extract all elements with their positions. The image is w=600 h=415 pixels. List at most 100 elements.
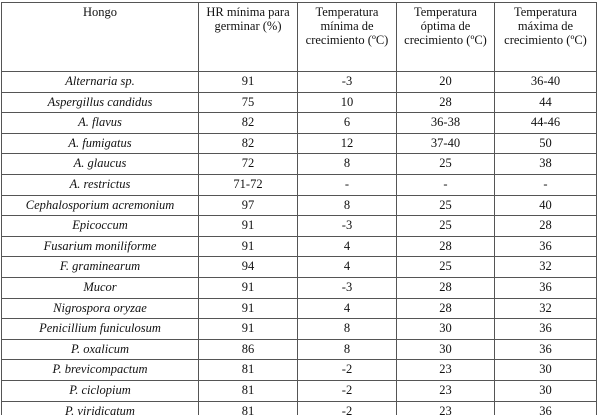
- cell-min-temp: 4: [297, 297, 397, 320]
- cell-min-rh: 91: [198, 235, 298, 258]
- header-min-rh: HR mínima para germinar (%): [198, 2, 298, 72]
- header-fungus: Hongo: [1, 2, 199, 72]
- cell-fungus: A. restrictus: [1, 173, 199, 196]
- cell-min-temp: 8: [297, 153, 397, 175]
- cell-max-temp: 36: [494, 338, 597, 361]
- table-row: A. restrictus 71-72- - -: [1, 173, 597, 196]
- cell-opt-temp: 28: [396, 91, 495, 114]
- cell-fungus: Cephalosporium acremonium: [1, 194, 199, 217]
- cell-opt-temp: 23: [396, 400, 495, 415]
- cell-max-temp: 32: [494, 256, 597, 278]
- cell-max-temp: 30: [494, 359, 597, 381]
- cell-fungus: Aspergillus candidus: [1, 91, 199, 114]
- cell-opt-temp: 23: [396, 379, 495, 402]
- cell-opt-temp: 36-38: [396, 112, 495, 134]
- cell-max-temp: 36: [494, 400, 597, 415]
- cell-opt-temp: 30: [396, 318, 495, 340]
- table-body: Alternaria sp. 91 -3 20 36-40 Aspergillus can…: [1, 71, 597, 415]
- cell-max-temp: -: [494, 173, 597, 196]
- cell-min-rh: 82: [198, 132, 298, 155]
- cell-min-rh: 91: [198, 318, 298, 340]
- cell-opt-temp: 37-40: [396, 132, 495, 155]
- table-row: Fusarium moniliforme 91 4 28 36: [1, 235, 597, 258]
- cell-min-rh: 81: [198, 359, 298, 381]
- cell-fungus: Fusarium moniliforme: [1, 235, 199, 258]
- cell-min-temp: 4: [297, 235, 397, 258]
- cell-min-temp: -3: [297, 276, 397, 299]
- cell-max-temp: 36: [494, 276, 597, 299]
- cell-max-temp: 36-40: [494, 71, 597, 93]
- cell-min-temp: -2: [297, 379, 397, 402]
- cell-opt-temp: 28: [396, 297, 495, 320]
- cell-min-temp: 10: [297, 91, 397, 114]
- cell-fungus: A. flavus: [1, 112, 199, 134]
- cell-opt-temp: 23: [396, 359, 495, 381]
- cell-opt-temp: 25: [396, 194, 495, 217]
- cell-max-temp: 36: [494, 318, 597, 340]
- table-row: P. brevicompactum 81 -2 23 30: [1, 359, 597, 381]
- table-row: P. ciclopium 81 -2 23 30: [1, 379, 597, 402]
- cell-fungus: A. glaucus: [1, 153, 199, 175]
- header-max-temp: Temperatura máxima de crecimiento (ºC): [494, 2, 597, 72]
- cell-max-temp: 38: [494, 153, 597, 175]
- cell-max-temp: 36: [494, 235, 597, 258]
- cell-min-temp: 4: [297, 256, 397, 278]
- cell-max-temp: 30: [494, 379, 597, 402]
- cell-min-rh: 91: [198, 276, 298, 299]
- cell-opt-temp: 25: [396, 215, 495, 237]
- cell-min-rh: 82: [198, 112, 298, 134]
- cell-opt-temp: 20: [396, 71, 495, 93]
- table-row: P. oxalicum 86 8 30 36: [1, 338, 597, 361]
- table-row: Alternaria sp. 91 -3 20 36-40: [1, 71, 597, 93]
- table-row: A. fumigatus 82 12 37-40 50: [1, 132, 597, 155]
- cell-opt-temp: -: [396, 173, 495, 196]
- table-row: F. graminearum 94 4 25 32: [1, 256, 597, 278]
- cell-fungus: Alternaria sp.: [1, 71, 199, 93]
- cell-max-temp: 50: [494, 132, 597, 155]
- cell-min-temp: -3: [297, 71, 397, 93]
- cell-max-temp: 40: [494, 194, 597, 217]
- cell-min-rh: 97: [198, 194, 298, 217]
- cell-opt-temp: 25: [396, 153, 495, 175]
- table-row: Aspergillus candidus 75 10 28 44: [1, 91, 597, 114]
- cell-min-rh: 72: [198, 153, 298, 175]
- cell-opt-temp: 25: [396, 256, 495, 278]
- cell-max-temp: 32: [494, 297, 597, 320]
- cell-min-rh: 81: [198, 400, 298, 415]
- cell-min-temp: 8: [297, 338, 397, 361]
- table-row: A. glaucus 72 8 25 38: [1, 153, 597, 175]
- cell-min-rh: 94: [198, 256, 298, 278]
- cell-opt-temp: 28: [396, 276, 495, 299]
- cell-min-rh: 91: [198, 215, 298, 237]
- table-row: A. flavus 82 6 36-38 44-46: [1, 112, 597, 134]
- cell-max-temp: 44: [494, 91, 597, 114]
- cell-min-temp: 12: [297, 132, 397, 155]
- cell-min-temp: -2: [297, 400, 397, 415]
- cell-fungus: P. viridicatum: [1, 400, 199, 415]
- header-row: Hongo HR mínima para germinar (%) Temper…: [1, 2, 597, 72]
- cell-fungus: Epicoccum: [1, 215, 199, 237]
- cell-min-rh: 91: [198, 297, 298, 320]
- header-min-temp: Temperatura mínima de crecimiento (ºC): [297, 2, 397, 72]
- header-opt-temp: Temperatura óptima de crecimiento (ºC): [396, 2, 495, 72]
- cell-min-temp: 6: [297, 112, 397, 134]
- cell-fungus: Penicillium funiculosum: [1, 318, 199, 340]
- cell-min-rh: 75: [198, 91, 298, 114]
- cell-opt-temp: 30: [396, 338, 495, 361]
- cell-min-temp: -3: [297, 215, 397, 237]
- cell-fungus: Mucor: [1, 276, 199, 299]
- cell-fungus: F. graminearum: [1, 256, 199, 278]
- table-row: P. viridicatum 81 -2 23 36: [1, 400, 597, 415]
- cell-min-temp: -2: [297, 359, 397, 381]
- cell-min-rh: 91: [198, 71, 298, 93]
- cell-fungus: P. brevicompactum: [1, 359, 199, 381]
- table-row: Nigrospora oryzae 91 4 28 32: [1, 297, 597, 320]
- cell-min-temp: -: [297, 173, 397, 196]
- table-row: Mucor 91 -3 28 36: [1, 276, 597, 299]
- cell-min-rh: 71-72: [198, 173, 298, 196]
- cell-min-rh: 81: [198, 379, 298, 402]
- cell-fungus: P. oxalicum: [1, 338, 199, 361]
- table-row: Penicillium funiculosum 91 8 30 36: [1, 318, 597, 340]
